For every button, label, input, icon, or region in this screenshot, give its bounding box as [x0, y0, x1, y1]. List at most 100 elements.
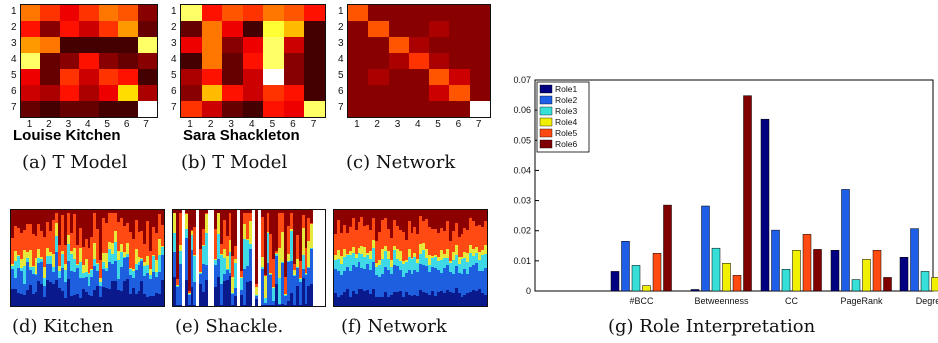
area-segment	[49, 263, 53, 283]
area-segment	[413, 210, 417, 227]
area-segment	[113, 231, 118, 242]
area-segment	[96, 271, 100, 287]
area-segment	[472, 255, 476, 266]
area-segment	[25, 258, 30, 262]
area-segment	[401, 210, 406, 233]
area-segment	[249, 212, 253, 222]
area-segment	[254, 284, 259, 287]
area-segment	[263, 298, 268, 304]
area-segment	[81, 210, 86, 247]
area-segment	[398, 269, 403, 292]
area-segment	[240, 271, 244, 277]
area-segment	[334, 268, 338, 294]
heatmap-cell	[283, 101, 305, 117]
area-segment	[463, 210, 467, 229]
area-segment	[398, 291, 403, 306]
area-segment	[301, 210, 306, 216]
area-column	[442, 210, 447, 306]
area-segment	[87, 210, 92, 248]
area-column	[263, 210, 268, 306]
area-segment	[213, 228, 218, 260]
heatmap-cell	[201, 5, 223, 22]
area-segment	[307, 267, 311, 286]
area-segment	[246, 210, 250, 213]
area-segment	[193, 210, 197, 227]
area-segment	[392, 210, 397, 221]
area-segment	[90, 269, 94, 278]
area-segment	[478, 224, 482, 252]
area-segment	[243, 224, 247, 239]
area-segment	[334, 293, 338, 306]
bar	[920, 271, 930, 292]
area-segment	[460, 296, 465, 306]
area-segment	[108, 210, 112, 213]
area-column	[46, 210, 50, 306]
area-segment	[457, 257, 462, 265]
area-segment	[137, 290, 142, 306]
y-tick-label: 0.01	[513, 256, 531, 266]
area-segment	[19, 210, 24, 233]
area-segment	[451, 252, 456, 260]
area-segment	[213, 265, 218, 288]
area-segment	[339, 256, 344, 265]
area-segment	[93, 259, 97, 266]
heatmap-cell	[348, 53, 369, 70]
heatmap-cell	[449, 53, 471, 70]
heatmap-x-tick: 2	[374, 119, 380, 130]
area-segment	[205, 210, 209, 213]
area-segment	[122, 251, 127, 257]
area-segment	[61, 253, 65, 268]
area-segment	[34, 273, 39, 276]
area-segment	[69, 295, 74, 306]
heatmap-cell	[59, 37, 80, 54]
area-segment	[307, 241, 311, 267]
legend-label: Role6	[555, 139, 577, 149]
area-segment	[254, 210, 259, 285]
area-segment	[445, 248, 450, 259]
heatmap-cell	[59, 5, 80, 22]
area-segment	[111, 263, 115, 282]
legend-swatch	[539, 84, 553, 94]
area-segment	[478, 289, 482, 306]
area-column	[269, 210, 273, 306]
area-segment	[284, 276, 288, 294]
area-segment	[43, 267, 47, 279]
area-segment	[436, 260, 441, 271]
area-column	[422, 210, 426, 306]
area-column	[52, 210, 56, 306]
area-segment	[354, 210, 359, 231]
area-segment	[66, 279, 71, 306]
area-segment	[40, 230, 44, 257]
area-segment	[175, 285, 180, 287]
area-segment	[398, 260, 403, 270]
caption-a: (a) T Model	[22, 152, 128, 173]
area-segment	[137, 257, 142, 262]
area-segment	[25, 261, 30, 290]
area-segment	[105, 288, 109, 306]
area-segment	[484, 244, 487, 255]
area-segment	[102, 286, 106, 306]
area-column	[395, 210, 400, 306]
area-segment	[72, 210, 77, 215]
area-segment	[263, 303, 268, 306]
heatmap-cell	[408, 21, 430, 38]
bar	[642, 285, 651, 292]
area-column	[404, 210, 409, 306]
area-segment	[222, 220, 227, 249]
area-segment	[348, 251, 353, 256]
area-segment	[46, 264, 50, 280]
area-segment	[122, 281, 127, 306]
area-segment	[439, 260, 444, 273]
area-segment	[422, 249, 426, 266]
heatmap-cell	[368, 53, 390, 70]
area-segment	[69, 271, 74, 296]
area-segment	[348, 226, 353, 252]
x-tick-label: CC	[785, 296, 798, 306]
area-segment	[445, 220, 450, 249]
area-segment	[199, 273, 203, 285]
area-segment	[46, 255, 50, 265]
area-segment	[287, 300, 291, 306]
area-segment	[119, 251, 124, 267]
role-interpretation-bar-chart: 0 0.01 0.02 0.03 0.04 0.05 0.06 0.07 #BCC Between…	[513, 75, 938, 306]
area-segment	[184, 212, 189, 214]
